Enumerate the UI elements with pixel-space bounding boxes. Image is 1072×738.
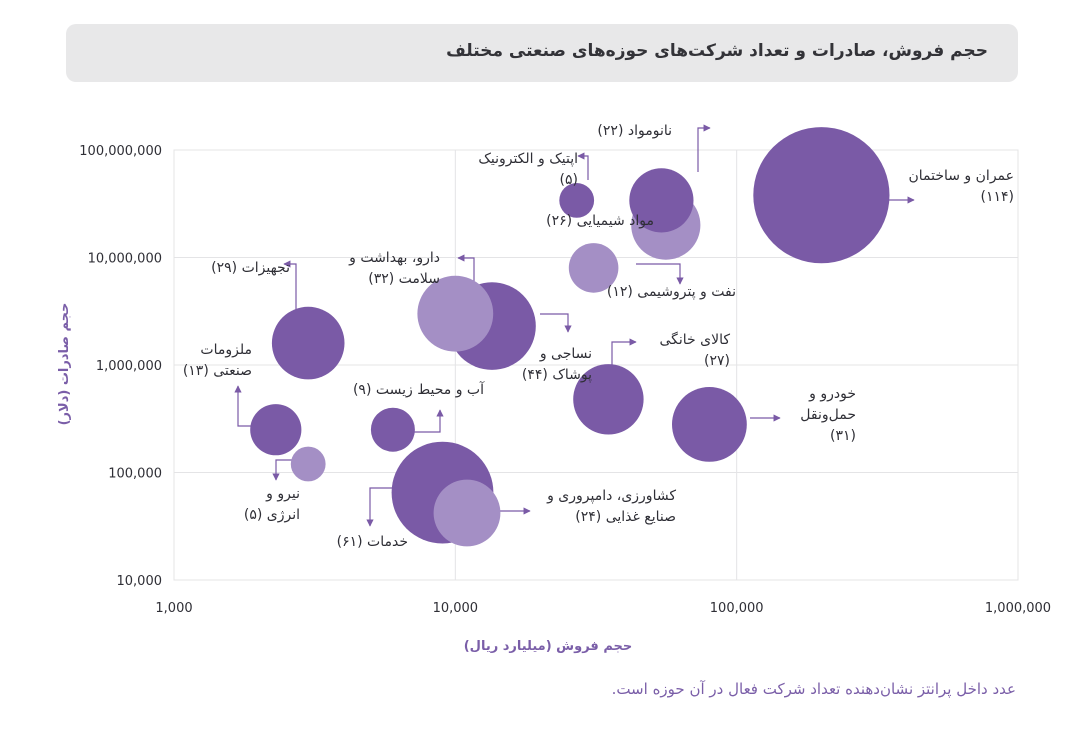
bubble-label-line: عمران و ساختمان	[908, 168, 1014, 184]
bubble-label-1: نانومواد (۲۲)	[597, 123, 672, 139]
x-tick-label: 1,000,000	[985, 601, 1051, 616]
bubble-0	[753, 127, 890, 264]
bubble-11	[370, 407, 415, 452]
bubble-14	[433, 479, 501, 547]
bubble-4	[568, 243, 619, 293]
bubble-label-9: خودرو و حمل‌ونقل (۳۱)	[800, 386, 856, 444]
chart-title-box: حجم فروش، صادرات و تعداد شرکت‌های حوزه‌ه…	[66, 24, 1018, 82]
bubble-label-6: نساجی و پوشاک (۴۴)	[522, 346, 592, 383]
y-tick-label: 100,000	[108, 467, 162, 482]
connector-5	[283, 260, 297, 312]
y-tick-label: 10,000	[117, 574, 163, 589]
x-tick-label: 1,000	[155, 601, 192, 616]
bubble-label-line: سلامت (۳۲)	[368, 271, 440, 287]
connector-1	[697, 124, 711, 172]
bubble-label-10: ملزومات صنعتی (۱۳)	[183, 342, 252, 379]
bubble-12	[290, 446, 326, 482]
bubble-label-line: نساجی و	[539, 346, 592, 362]
x-tick-label: 10,000	[433, 601, 479, 616]
bubble-label-line: نیرو و	[265, 486, 300, 502]
bubble-label-line: (۱۱۴)	[981, 189, 1015, 205]
bubble-10	[250, 404, 302, 456]
bubble-label-line: ملزومات	[200, 342, 252, 358]
bubble-5	[271, 306, 345, 380]
connector-8	[611, 338, 637, 372]
bubble-label-line: انرژی (۵)	[244, 507, 300, 523]
bubble-label-line: نفت و پتروشیمی (۱۲)	[607, 284, 736, 300]
bubble-label-line: خودرو و	[808, 386, 856, 402]
bubble-label-4: نفت و پتروشیمی (۱۲)	[607, 284, 736, 300]
bubble-label-line: (۲۷)	[704, 353, 730, 369]
bubble-label-line: مواد شیمیایی (۲۶)	[546, 213, 654, 229]
bubble-label-0: عمران و ساختمان (۱۱۴)	[908, 168, 1014, 205]
bubble-9	[672, 387, 747, 462]
bubble-label-line: دارو، بهداشت و	[348, 250, 440, 266]
y-axis-label: حجم صادرات (دلار)	[57, 303, 72, 426]
bubble-label-line: نانومواد (۲۲)	[597, 123, 672, 139]
bubble-label-line: کشاورزی، دامپروری و	[546, 488, 676, 504]
bubble-label-line: پوشاک (۴۴)	[522, 367, 592, 383]
bubble-8	[573, 364, 644, 435]
y-tick-label: 100,000,000	[79, 144, 162, 159]
connector-6	[540, 313, 572, 333]
bubble-label-line: اپتیک و الکترونیک	[478, 151, 578, 167]
bubble-label-5: تجهیزات (۲۹)	[211, 260, 290, 276]
bubbles	[250, 127, 890, 547]
y-tick-label: 1,000,000	[96, 359, 162, 374]
axis-ticks: 1,000 10,000 100,000 1,000,000 10,000 100,000…	[79, 144, 1051, 616]
bubble-label-8: کالای خانگی (۲۷)	[659, 331, 730, 369]
bubble-label-line: (۵)	[560, 172, 578, 188]
bubble-label-line: (۳۱)	[830, 428, 856, 444]
chart-title: حجم فروش، صادرات و تعداد شرکت‌های حوزه‌ه…	[446, 41, 988, 61]
bubble-label-3: مواد شیمیایی (۲۶)	[546, 213, 654, 229]
bubble-2	[559, 183, 595, 218]
connector-2	[577, 152, 589, 180]
x-tick-label: 100,000	[710, 601, 764, 616]
bubble-label-2: اپتیک و الکترونیک (۵)	[478, 151, 578, 188]
bubble-labels: عمران و ساختمان (۱۱۴) نانومواد (۲۲) اپتیک و…	[183, 123, 1014, 550]
bubble-label-line: حمل‌ونقل	[800, 407, 856, 423]
connector-4	[636, 263, 684, 285]
bubble-label-7: دارو، بهداشت و سلامت (۳۲)	[348, 250, 440, 287]
bubble-label-line: صنعتی (۱۳)	[183, 363, 252, 379]
bubble-label-line: تجهیزات (۲۹)	[211, 260, 290, 276]
bubble-label-12: نیرو و انرژی (۵)	[244, 486, 300, 523]
bubble-label-line: آب و محیط زیست (۹)	[353, 381, 485, 398]
y-tick-label: 10,000,000	[88, 252, 162, 267]
bubble-1	[629, 168, 694, 233]
bubble-label-13: خدمات (۶۱)	[337, 534, 408, 550]
bubble-label-line: خدمات (۶۱)	[337, 534, 408, 550]
bubble-label-line: کالای خانگی	[659, 331, 730, 348]
bubble-label-line: صنایع غذایی (۲۴)	[575, 509, 676, 525]
x-axis-label: حجم فروش (میلیارد ریال)	[464, 639, 633, 654]
bubble-label-14: کشاورزی، دامپروری و صنایع غذایی (۲۴)	[546, 488, 676, 525]
bubble-7	[417, 275, 494, 352]
bubble-label-11: آب و محیط زیست (۹)	[353, 381, 485, 398]
footnote: عدد داخل پرانتز نشان‌دهنده تعداد شرکت فع…	[611, 680, 1016, 698]
